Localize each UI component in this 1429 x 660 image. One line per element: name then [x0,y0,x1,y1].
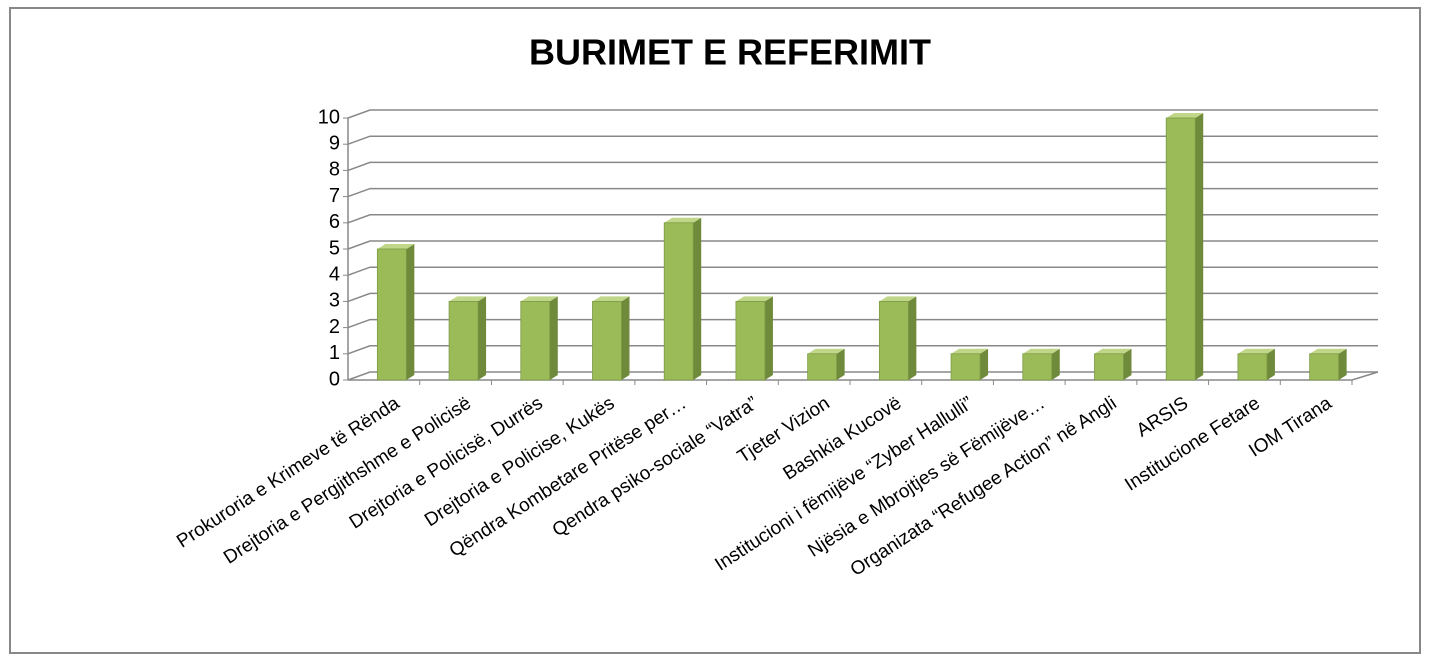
bar [520,300,551,381]
grid-line [347,135,1378,145]
grid-line [347,187,1378,198]
bar-top [664,217,702,223]
y-tick-label: 6 [329,211,340,233]
bar [663,222,694,381]
bar-side [1123,348,1132,380]
bar-side [764,296,773,380]
bar-side [980,348,989,380]
bar-side [1195,113,1204,380]
y-tick-label: 1 [329,342,340,364]
bar-top [377,244,415,249]
bar [592,300,622,381]
bar-top [951,348,989,354]
bar-side [406,244,415,380]
bar [807,353,838,381]
y-tick-label: 3 [329,290,340,312]
bar-top [449,296,487,302]
bar-top [1166,113,1204,118]
grid-line [347,240,1378,250]
y-tick-label: 4 [329,263,340,285]
bar-top [807,348,845,354]
y-tick-label: 7 [329,185,340,207]
bar-top [1022,348,1060,354]
grid-line [347,266,1378,276]
bar-side [1266,348,1275,380]
bar-side [836,348,845,380]
y-tick-label: 8 [329,159,340,181]
bar [1022,353,1053,381]
y-tick-label: 2 [329,316,340,338]
bar-side [478,296,487,380]
bar [878,300,909,381]
bar [1237,353,1268,381]
bar [448,300,479,381]
bar-side [1338,348,1347,380]
grid-line [347,109,1378,119]
grid-line [347,318,1378,329]
bar-side [549,296,558,380]
y-tick-label: 9 [329,132,340,154]
bar-top [735,296,773,302]
grid-line [347,161,1378,172]
bar-top [1094,348,1132,354]
grid-line [347,214,1378,224]
bar [1165,117,1196,381]
bar-side [621,296,630,380]
grid-line [347,292,1378,303]
bar-top [1309,348,1347,354]
bar-top [879,296,917,302]
y-tick-label: 10 [318,106,340,128]
bar [950,353,981,381]
bar-side [908,296,917,380]
bar-top [1237,348,1275,354]
bar [376,248,407,381]
chart-title: BURIMET E REFERIMIT [529,32,931,73]
bar-top [520,296,558,302]
bar [1094,353,1124,381]
bar [735,300,766,381]
y-tick-label: 0 [329,368,340,390]
bar [1309,353,1340,381]
y-tick-label: 5 [329,237,340,259]
bar-side [693,217,702,380]
bar-top [592,296,630,302]
bar-side [1051,348,1060,380]
grid-line [347,345,1378,355]
